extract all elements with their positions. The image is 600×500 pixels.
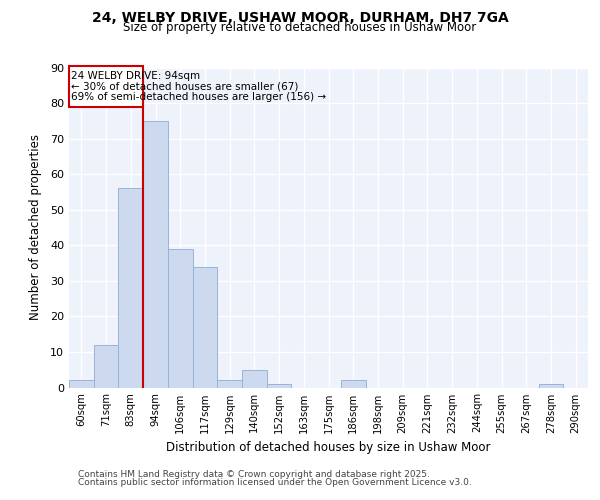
- Bar: [69, 380, 94, 388]
- Bar: [94, 345, 118, 388]
- Bar: [539, 384, 563, 388]
- Y-axis label: Number of detached properties: Number of detached properties: [29, 134, 41, 320]
- Text: 69% of semi-detached houses are larger (156) →: 69% of semi-detached houses are larger (…: [71, 92, 326, 102]
- Bar: [118, 188, 143, 388]
- Bar: [341, 380, 365, 388]
- Bar: [143, 121, 168, 388]
- Bar: [217, 380, 242, 388]
- Bar: [242, 370, 267, 388]
- Bar: [168, 249, 193, 388]
- Bar: [193, 266, 217, 388]
- Text: Contains public sector information licensed under the Open Government Licence v3: Contains public sector information licen…: [78, 478, 472, 487]
- Bar: [267, 384, 292, 388]
- Text: Size of property relative to detached houses in Ushaw Moor: Size of property relative to detached ho…: [124, 21, 476, 34]
- FancyBboxPatch shape: [69, 66, 143, 106]
- Text: ← 30% of detached houses are smaller (67): ← 30% of detached houses are smaller (67…: [71, 82, 299, 92]
- X-axis label: Distribution of detached houses by size in Ushaw Moor: Distribution of detached houses by size …: [166, 441, 491, 454]
- Text: Contains HM Land Registry data © Crown copyright and database right 2025.: Contains HM Land Registry data © Crown c…: [78, 470, 430, 479]
- Text: 24, WELBY DRIVE, USHAW MOOR, DURHAM, DH7 7GA: 24, WELBY DRIVE, USHAW MOOR, DURHAM, DH7…: [92, 11, 508, 25]
- Text: 24 WELBY DRIVE: 94sqm: 24 WELBY DRIVE: 94sqm: [71, 71, 200, 81]
